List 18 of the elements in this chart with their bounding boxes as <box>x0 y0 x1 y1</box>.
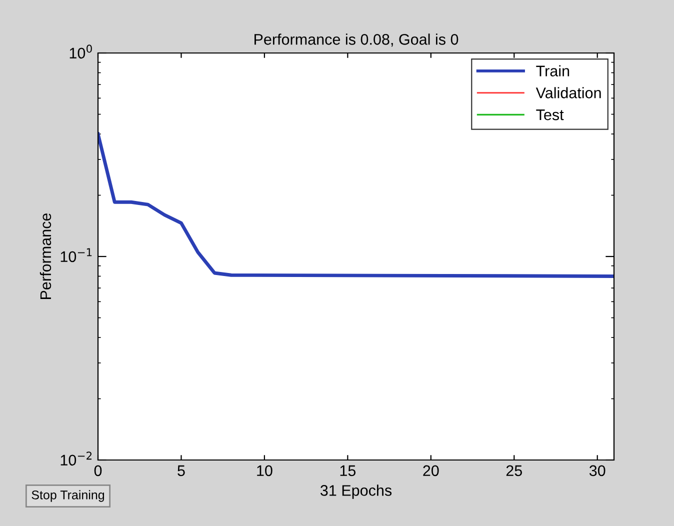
y-tick-label: 10$^{−1}$ <box>60 248 92 262</box>
x-axis-title: 31 Epochs <box>320 484 392 499</box>
x-tick-label: 0 <box>94 465 102 476</box>
y-axis-title: Performance <box>40 213 52 299</box>
chart-title: Performance is 0.08, Goal is 0 <box>254 34 458 47</box>
x-tick-label: 20 <box>423 465 439 476</box>
legend-label: Validation <box>536 87 601 98</box>
line-series <box>98 132 614 278</box>
y-tick-label: 10$^{0}$ <box>70 44 92 59</box>
legend-label: Test <box>536 110 564 120</box>
y-tick-label: 10$^{−2}$ <box>60 452 92 466</box>
x-tick-label: 30 <box>589 465 606 476</box>
x-tick-label: 10 <box>257 465 272 476</box>
x-tick-label: 15 <box>340 465 356 476</box>
legend-label: Train <box>536 65 570 76</box>
text: Stop Training <box>32 490 104 502</box>
x-tick-label: 5 <box>178 465 185 476</box>
x-tick-label: 25 <box>506 465 522 476</box>
